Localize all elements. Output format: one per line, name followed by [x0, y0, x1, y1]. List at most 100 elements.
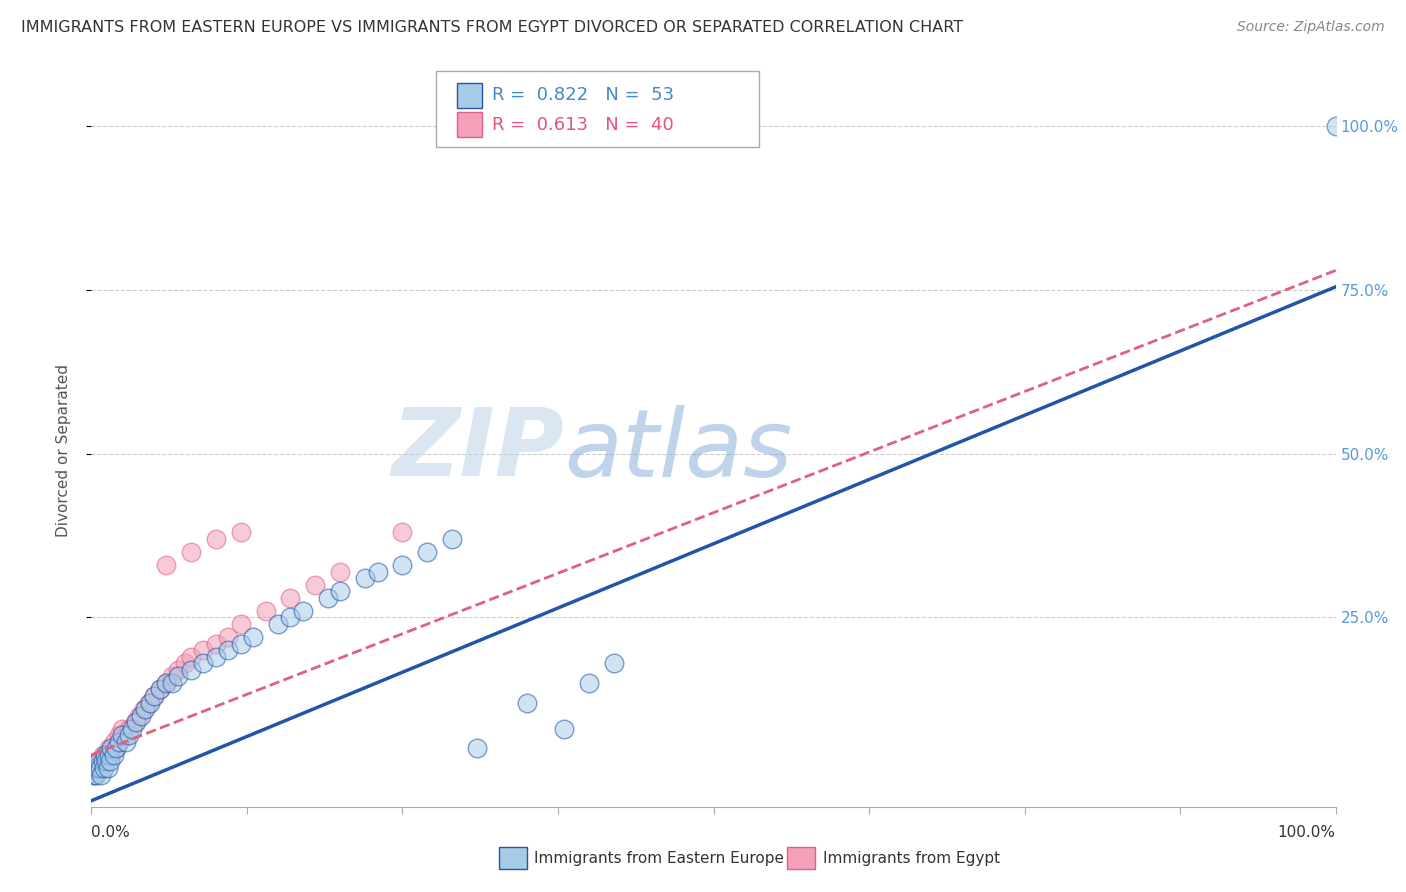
Point [87, 761, 110, 775]
Text: Source: ZipAtlas.com: Source: ZipAtlas.com [1237, 20, 1385, 34]
Point [354, 571, 377, 585]
Point [254, 604, 277, 618]
Point [96, 755, 118, 769]
Point [129, 708, 152, 723]
Point [329, 584, 352, 599]
Point [180, 663, 202, 677]
Point [180, 649, 202, 664]
Point [229, 616, 252, 631]
Point [205, 637, 228, 651]
Point [465, 741, 488, 756]
Point [121, 722, 143, 736]
Text: ZIP: ZIP [391, 404, 564, 497]
Point [86, 755, 108, 769]
Text: atlas: atlas [564, 405, 793, 496]
Point [516, 696, 538, 710]
Point [267, 616, 290, 631]
Point [100, 747, 122, 762]
Point [118, 722, 141, 736]
Point [155, 558, 177, 572]
Point [91, 755, 114, 769]
Point [391, 525, 413, 540]
Point [162, 669, 184, 683]
Point [115, 735, 138, 749]
Text: 0.0%: 0.0% [91, 825, 131, 839]
Y-axis label: Divorced or Separated: Divorced or Separated [56, 364, 70, 537]
Point [280, 591, 302, 605]
Point [603, 657, 626, 671]
Point [217, 643, 239, 657]
Point [138, 696, 160, 710]
Point [329, 565, 352, 579]
Point [103, 747, 125, 762]
Point [134, 702, 156, 716]
Point [167, 663, 190, 677]
Point [87, 755, 110, 769]
Point [86, 761, 108, 775]
Point [97, 761, 120, 775]
Point [111, 722, 134, 736]
Text: IMMIGRANTS FROM EASTERN EUROPE VS IMMIGRANTS FROM EGYPT DIVORCED OR SEPARATED CO: IMMIGRANTS FROM EASTERN EUROPE VS IMMIGR… [21, 20, 963, 35]
Point [167, 669, 190, 683]
Point [1324, 120, 1347, 134]
Point [100, 741, 122, 756]
Point [553, 722, 575, 736]
Point [180, 545, 202, 559]
Point [107, 735, 129, 749]
Point [149, 682, 172, 697]
Point [229, 637, 252, 651]
Point [316, 591, 339, 605]
Point [125, 715, 148, 730]
Point [94, 747, 117, 762]
Point [193, 643, 215, 657]
Text: 100.0%: 100.0% [1278, 825, 1336, 839]
Point [86, 767, 108, 781]
Point [155, 676, 177, 690]
Point [83, 767, 105, 781]
Point [90, 755, 112, 769]
Point [193, 657, 215, 671]
Point [217, 630, 239, 644]
Point [416, 545, 439, 559]
Text: R =  0.613   N =  40: R = 0.613 N = 40 [492, 116, 673, 134]
Point [111, 728, 134, 742]
Point [98, 755, 121, 769]
Point [367, 565, 389, 579]
Point [242, 630, 264, 644]
Point [205, 532, 228, 546]
Point [132, 702, 155, 716]
Point [142, 689, 165, 703]
Point [89, 761, 111, 775]
Point [93, 761, 115, 775]
Point [84, 761, 107, 775]
Point [155, 676, 177, 690]
Point [128, 708, 150, 723]
Text: R =  0.822   N =  53: R = 0.822 N = 53 [492, 87, 675, 104]
Point [578, 676, 600, 690]
Point [142, 689, 165, 703]
Text: Immigrants from Egypt: Immigrants from Egypt [823, 851, 1000, 865]
Point [97, 741, 120, 756]
Point [105, 741, 128, 756]
Point [124, 715, 146, 730]
Point [441, 532, 464, 546]
Text: Immigrants from Eastern Europe: Immigrants from Eastern Europe [534, 851, 785, 865]
Point [93, 755, 115, 769]
Point [173, 657, 195, 671]
Point [107, 728, 129, 742]
Point [97, 747, 120, 762]
Point [162, 676, 184, 690]
Point [229, 525, 252, 540]
Point [304, 577, 326, 591]
Point [391, 558, 413, 572]
Point [84, 761, 107, 775]
Point [96, 747, 118, 762]
Point [291, 604, 314, 618]
Point [205, 649, 228, 664]
Point [105, 741, 128, 756]
Point [139, 696, 162, 710]
Point [118, 728, 141, 742]
Point [149, 682, 172, 697]
Point [91, 747, 114, 762]
Point [90, 767, 112, 781]
